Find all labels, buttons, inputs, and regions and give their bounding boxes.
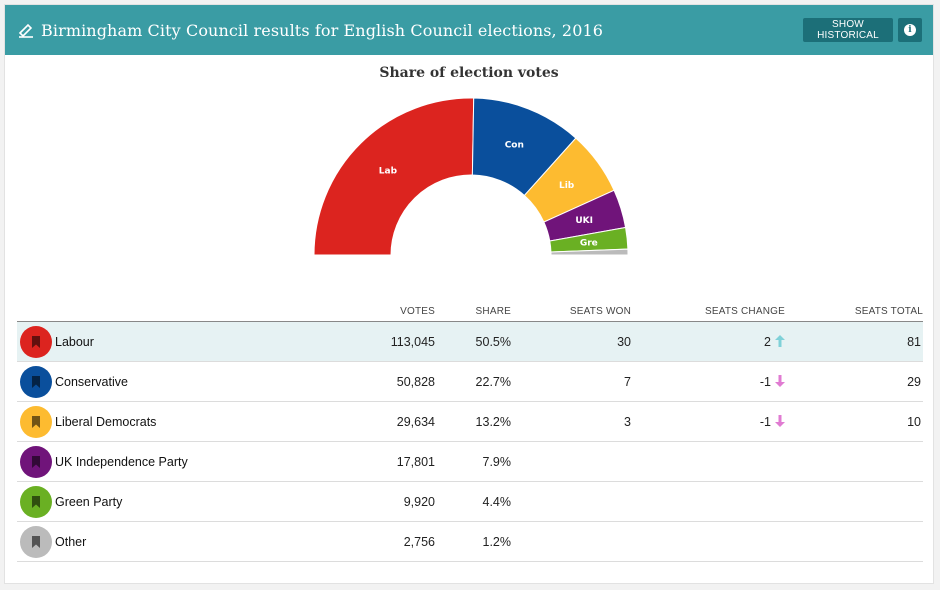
party-badge bbox=[20, 525, 52, 558]
slice-label: Lib bbox=[559, 181, 575, 191]
share-cell: 4.4% bbox=[435, 481, 511, 522]
votes-cell: 2,756 bbox=[335, 521, 435, 562]
table-row[interactable]: UK Independence Party 17,801 7.9% bbox=[17, 441, 923, 482]
bookmark-icon bbox=[32, 455, 40, 468]
party-name: Labour bbox=[55, 334, 94, 349]
party-name: Other bbox=[55, 534, 87, 549]
party-badge bbox=[20, 325, 52, 358]
table-row[interactable]: Conservative 50,828 22.7% 7 -1 29 bbox=[17, 361, 923, 402]
bookmark-icon bbox=[32, 375, 40, 388]
seats-change-value: -1 bbox=[759, 374, 771, 389]
party-cell: Green Party bbox=[17, 481, 335, 522]
seats-total-cell: 81 bbox=[785, 321, 923, 362]
seats-won-cell bbox=[511, 521, 631, 562]
col-seats-won: SEATS WON bbox=[511, 297, 631, 322]
votes-cell: 17,801 bbox=[335, 441, 435, 482]
slice-lab[interactable] bbox=[313, 97, 475, 256]
bookmark-icon bbox=[32, 415, 40, 428]
votes-cell: 29,634 bbox=[335, 401, 435, 442]
party-badge bbox=[20, 445, 52, 478]
seats-won-cell bbox=[511, 481, 631, 522]
votes-cell: 113,045 bbox=[335, 321, 435, 362]
table-row[interactable]: Liberal Democrats 29,634 13.2% 3 -1 10 bbox=[17, 401, 923, 442]
show-historical-button[interactable]: SHOW HISTORICAL bbox=[803, 18, 893, 42]
col-votes: VOTES bbox=[335, 297, 435, 322]
seats-change-cell bbox=[631, 481, 785, 522]
seats-total-cell bbox=[785, 521, 923, 562]
slice-label: Con bbox=[505, 141, 524, 151]
party-cell: Liberal Democrats bbox=[17, 401, 335, 442]
seats-won-cell: 7 bbox=[511, 361, 631, 402]
seats-change-cell: -1 bbox=[631, 401, 785, 442]
arrow-down-icon bbox=[775, 414, 785, 427]
chart-title: Share of election votes bbox=[379, 65, 559, 81]
share-cell: 22.7% bbox=[435, 361, 511, 402]
party-name: Liberal Democrats bbox=[55, 414, 157, 429]
seats-change-cell bbox=[631, 521, 785, 562]
slice-label: UKI bbox=[575, 216, 593, 226]
seats-change-value: 2 bbox=[764, 334, 771, 349]
seats-won-cell: 30 bbox=[511, 321, 631, 362]
header-bar: Birmingham City Council results for Engl… bbox=[5, 5, 933, 55]
info-button[interactable]: i bbox=[898, 18, 922, 42]
party-badge bbox=[20, 485, 52, 518]
seats-change-cell bbox=[631, 441, 785, 482]
slice-label: Gre bbox=[580, 238, 598, 248]
party-badge bbox=[20, 365, 52, 398]
results-table: VOTES SHARE SEATS WON SEATS CHANGE SEATS… bbox=[17, 297, 923, 562]
seats-change-cell: -1 bbox=[631, 361, 785, 402]
table-row[interactable]: Green Party 9,920 4.4% bbox=[17, 481, 923, 522]
info-icon: i bbox=[904, 24, 916, 36]
results-card: Birmingham City Council results for Engl… bbox=[4, 4, 934, 584]
share-cell: 50.5% bbox=[435, 321, 511, 362]
seats-total-cell bbox=[785, 481, 923, 522]
bookmark-icon bbox=[32, 335, 40, 348]
votes-cell: 9,920 bbox=[335, 481, 435, 522]
party-cell: Other bbox=[17, 521, 335, 562]
bookmark-icon bbox=[32, 495, 40, 508]
table-header-row: VOTES SHARE SEATS WON SEATS CHANGE SEATS… bbox=[17, 297, 923, 322]
arrow-down-icon bbox=[775, 374, 785, 387]
col-seats-change: SEATS CHANGE bbox=[631, 297, 785, 322]
share-cell: 13.2% bbox=[435, 401, 511, 442]
col-seats-total: SEATS TOTAL bbox=[785, 297, 923, 322]
votes-cell: 50,828 bbox=[335, 361, 435, 402]
seats-change-cell: 2 bbox=[631, 321, 785, 362]
seats-total-cell: 10 bbox=[785, 401, 923, 442]
table-row[interactable]: Other 2,756 1.2% bbox=[17, 521, 923, 562]
col-party bbox=[17, 297, 335, 322]
seats-change-value: -1 bbox=[759, 414, 771, 429]
slice-other[interactable] bbox=[550, 248, 629, 256]
party-name: Green Party bbox=[55, 494, 123, 509]
share-cell: 1.2% bbox=[435, 521, 511, 562]
seats-total-cell: 29 bbox=[785, 361, 923, 402]
arrow-up-icon bbox=[775, 334, 785, 347]
seats-total-cell bbox=[785, 441, 923, 482]
bookmark-icon bbox=[32, 535, 40, 548]
party-badge bbox=[20, 405, 52, 438]
slice-label: Lab bbox=[379, 166, 398, 176]
party-name: UK Independence Party bbox=[55, 454, 188, 469]
party-cell: UK Independence Party bbox=[17, 441, 335, 482]
seats-won-cell: 3 bbox=[511, 401, 631, 442]
col-share: SHARE bbox=[435, 297, 511, 322]
party-cell: Conservative bbox=[17, 361, 335, 402]
seats-won-cell bbox=[511, 441, 631, 482]
page-title: Birmingham City Council results for Engl… bbox=[41, 20, 604, 40]
pencil-icon bbox=[18, 23, 33, 38]
party-cell: Labour bbox=[17, 321, 335, 362]
party-name: Conservative bbox=[55, 374, 128, 389]
table-row[interactable]: Labour 113,045 50.5% 30 2 81 bbox=[17, 321, 923, 362]
vote-share-chart: Lab Con Lib UKI Gre bbox=[313, 97, 629, 256]
share-cell: 7.9% bbox=[435, 441, 511, 482]
